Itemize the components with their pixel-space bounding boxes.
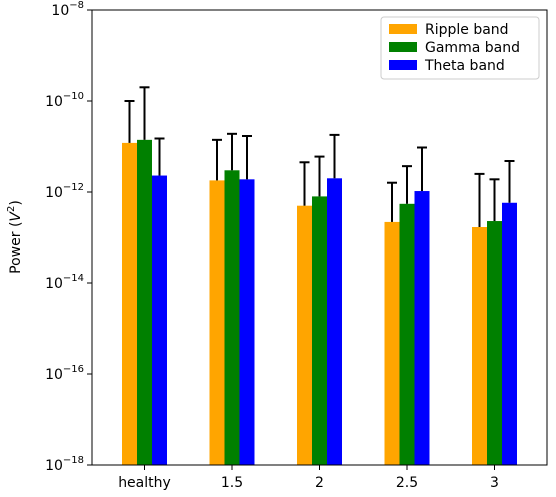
bars-layer — [122, 139, 517, 466]
legend-label-gamma-band: Gamma band — [425, 40, 520, 56]
bar-ripple-band-3 — [384, 221, 400, 465]
legend-swatch-gamma-band — [389, 42, 417, 52]
bar-theta-band-1 — [239, 179, 255, 465]
y-tick-label-0: 10−8 — [51, 0, 84, 19]
legend: Ripple band Gamma band Theta band — [380, 16, 540, 80]
bar-gamma-band-1 — [224, 170, 240, 466]
bar-ripple-band-4 — [472, 227, 487, 465]
y-tick-label-1: 10−10 — [45, 91, 84, 110]
bar-gamma-band-3 — [399, 203, 415, 465]
x-axis: healthy 1.5 2 2.5 3 — [118, 465, 499, 491]
bar-theta-band-3 — [414, 191, 430, 466]
bar-ripple-band-2 — [297, 205, 312, 465]
legend-label-theta-band: Theta band — [424, 58, 505, 74]
bar-ripple-band-1 — [209, 180, 225, 465]
y-tick-label-5: 10−18 — [45, 455, 84, 474]
y-tick-label-2: 10−12 — [45, 182, 84, 201]
x-tick-label-3: 2.5 — [396, 475, 418, 491]
y-tick-label-4: 10−16 — [45, 364, 84, 383]
y-axis: 10−8 10−10 10−12 10−14 10−16 10−18 — [45, 0, 92, 474]
legend-label-ripple-band: Ripple band — [425, 22, 509, 38]
x-tick-label-1: 1.5 — [221, 475, 243, 491]
legend-swatch-ripple-band — [389, 24, 417, 34]
x-tick-label-2: 2 — [315, 475, 324, 491]
error-bars-layer — [124, 86, 515, 228]
y-tick-label-3: 10−14 — [45, 273, 84, 292]
y-axis-label: Power (V2) — [6, 200, 24, 274]
bar-theta-band-2 — [327, 178, 342, 466]
bar-theta-band-4 — [502, 202, 517, 465]
bar-gamma-band-2 — [312, 196, 327, 465]
legend-box — [380, 16, 540, 80]
bar-gamma-band-4 — [487, 221, 502, 465]
bar-ripple-band-0 — [122, 142, 137, 465]
bar-theta-band-0 — [152, 175, 167, 466]
x-tick-label-4: 3 — [490, 475, 499, 491]
legend-swatch-theta-band — [389, 60, 417, 70]
x-tick-label-0: healthy — [118, 475, 171, 491]
bar-gamma-band-0 — [137, 139, 152, 465]
